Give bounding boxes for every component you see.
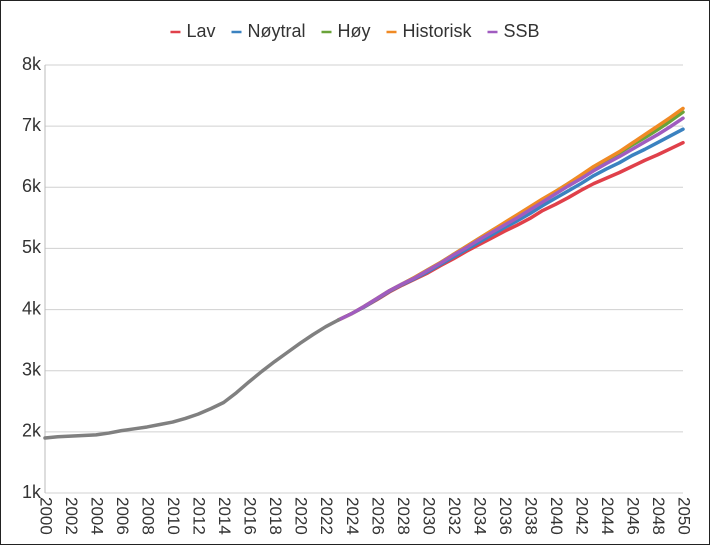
x-tick-label: 2000 [37, 497, 56, 535]
y-tick-label: 7k [22, 115, 42, 135]
y-tick-label: 2k [22, 421, 42, 441]
y-tick-label: 1k [22, 482, 42, 502]
x-tick-label: 2046 [623, 497, 642, 535]
x-tick-label: 2032 [445, 497, 464, 535]
x-tick-label: 2030 [419, 497, 438, 535]
x-tick-label: 2048 [649, 497, 668, 535]
x-tick-label: 2044 [598, 497, 617, 535]
y-tick-label: 4k [22, 298, 42, 318]
x-tick-label: 2040 [547, 497, 566, 535]
y-tick-label: 3k [22, 359, 42, 379]
legend-label: Høy [337, 21, 370, 41]
x-tick-label: 2008 [139, 497, 158, 535]
x-tick-label: 2010 [164, 497, 183, 535]
y-tick-label: 8k [22, 54, 42, 74]
y-tick-label: 6k [22, 176, 42, 196]
x-tick-label: 2028 [394, 497, 413, 535]
y-tick-label: 5k [22, 237, 42, 257]
x-tick-label: 2038 [521, 497, 540, 535]
x-tick-label: 2036 [496, 497, 515, 535]
legend-label: SSB [504, 21, 540, 41]
x-tick-label: 2034 [470, 497, 489, 535]
x-tick-label: 2012 [190, 497, 209, 535]
x-tick-label: 2002 [62, 497, 81, 535]
x-tick-label: 2018 [266, 497, 285, 535]
x-tick-label: 2042 [572, 497, 591, 535]
legend-label: Lav [186, 21, 215, 41]
x-tick-label: 2006 [113, 497, 132, 535]
x-tick-label: 2004 [88, 497, 107, 535]
x-tick-label: 2020 [292, 497, 311, 535]
x-tick-label: 2016 [241, 497, 260, 535]
x-tick-label: 2026 [368, 497, 387, 535]
legend-label: Nøytral [247, 21, 305, 41]
x-tick-label: 2022 [317, 497, 336, 535]
series-line [43, 318, 341, 440]
series-line [336, 116, 685, 322]
legend-label: Historisk [402, 21, 472, 41]
x-tick-label: 2050 [675, 497, 694, 535]
x-tick-label: 2014 [215, 497, 234, 535]
x-tick-label: 2024 [343, 497, 362, 535]
